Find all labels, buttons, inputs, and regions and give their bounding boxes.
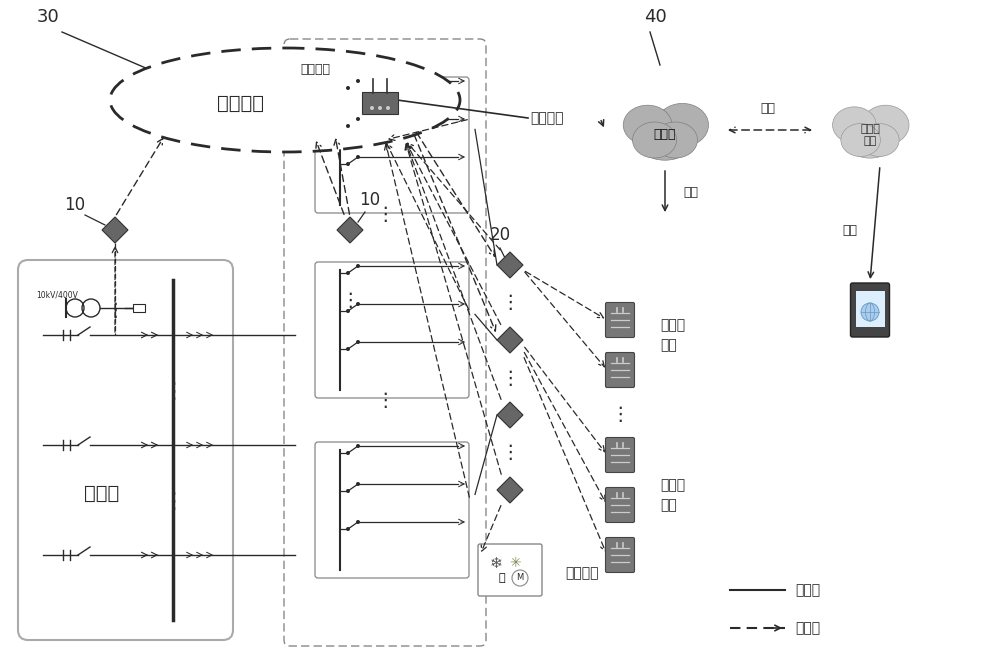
- Text: ⋮: ⋮: [500, 293, 520, 312]
- Circle shape: [386, 106, 390, 110]
- Ellipse shape: [833, 107, 876, 143]
- Polygon shape: [497, 252, 523, 278]
- Text: ⋮: ⋮: [375, 390, 395, 409]
- Bar: [133, 304, 145, 312]
- Ellipse shape: [653, 122, 697, 158]
- Text: 直流充
电椂: 直流充 电椂: [660, 318, 685, 352]
- Text: 数据流: 数据流: [795, 621, 820, 635]
- Text: 40: 40: [644, 8, 666, 26]
- Text: 10kV/400V: 10kV/400V: [36, 290, 78, 299]
- Polygon shape: [497, 402, 523, 428]
- Ellipse shape: [862, 105, 909, 145]
- FancyBboxPatch shape: [18, 260, 233, 640]
- Text: 20: 20: [489, 226, 511, 244]
- Ellipse shape: [841, 124, 880, 157]
- Polygon shape: [497, 327, 523, 353]
- Circle shape: [346, 451, 350, 455]
- FancyBboxPatch shape: [315, 77, 469, 213]
- Circle shape: [346, 271, 350, 275]
- Text: ❄: ❄: [490, 555, 502, 571]
- Text: 10: 10: [359, 191, 381, 209]
- Text: 数据管理: 数据管理: [530, 111, 564, 125]
- FancyBboxPatch shape: [478, 544, 542, 596]
- FancyBboxPatch shape: [606, 538, 635, 572]
- Circle shape: [356, 117, 360, 121]
- FancyBboxPatch shape: [606, 438, 635, 472]
- Circle shape: [356, 340, 360, 344]
- Ellipse shape: [633, 110, 697, 160]
- Text: 第三方
平台: 第三方 平台: [860, 124, 880, 146]
- Text: 10: 10: [64, 196, 86, 214]
- Circle shape: [370, 106, 374, 110]
- Bar: [856, 291, 885, 327]
- Circle shape: [512, 570, 528, 586]
- Text: 云平台: 云平台: [654, 128, 676, 141]
- Ellipse shape: [623, 105, 672, 145]
- Text: 配电笱：: 配电笱：: [300, 63, 330, 76]
- Polygon shape: [497, 477, 523, 503]
- Text: ⋮: ⋮: [105, 301, 125, 320]
- Ellipse shape: [656, 103, 708, 147]
- Text: 中间节点: 中间节点: [216, 94, 264, 113]
- FancyBboxPatch shape: [606, 487, 635, 523]
- Circle shape: [356, 302, 360, 306]
- Text: ⋮: ⋮: [375, 206, 395, 225]
- Circle shape: [356, 155, 360, 159]
- Text: 其他负载: 其他负载: [565, 566, 598, 580]
- Circle shape: [346, 347, 350, 351]
- Circle shape: [346, 86, 350, 90]
- Ellipse shape: [860, 124, 899, 157]
- Ellipse shape: [633, 122, 677, 158]
- Circle shape: [356, 264, 360, 268]
- Text: ⋮: ⋮: [162, 492, 184, 512]
- Text: ⋮: ⋮: [500, 369, 520, 388]
- FancyBboxPatch shape: [606, 352, 635, 388]
- Text: M: M: [516, 574, 524, 582]
- Polygon shape: [102, 217, 128, 243]
- Ellipse shape: [110, 48, 460, 152]
- Text: 互动: 互动: [760, 102, 775, 115]
- Text: 请求: 请求: [683, 185, 698, 198]
- Circle shape: [356, 520, 360, 524]
- Text: 能量流: 能量流: [795, 583, 820, 597]
- Circle shape: [356, 79, 360, 83]
- Circle shape: [346, 124, 350, 128]
- FancyBboxPatch shape: [315, 442, 469, 578]
- FancyBboxPatch shape: [362, 92, 398, 114]
- Text: 💡: 💡: [499, 573, 505, 583]
- Text: ✳: ✳: [509, 556, 521, 570]
- Text: 交流充
电椂: 交流充 电椂: [660, 478, 685, 512]
- FancyBboxPatch shape: [850, 283, 890, 337]
- Text: ⋮: ⋮: [340, 291, 360, 310]
- Polygon shape: [337, 217, 363, 243]
- Circle shape: [346, 309, 350, 313]
- Circle shape: [861, 303, 879, 321]
- Text: ⋮: ⋮: [162, 382, 184, 402]
- FancyBboxPatch shape: [606, 303, 635, 337]
- Text: ⋮: ⋮: [500, 443, 520, 462]
- Circle shape: [346, 527, 350, 531]
- Text: 变压器: 变压器: [84, 483, 120, 502]
- Circle shape: [356, 444, 360, 448]
- Text: ⋮: ⋮: [610, 405, 630, 424]
- Text: 服务: 服务: [842, 223, 858, 236]
- FancyBboxPatch shape: [315, 262, 469, 398]
- Circle shape: [346, 489, 350, 493]
- Circle shape: [356, 482, 360, 486]
- Circle shape: [378, 106, 382, 110]
- Ellipse shape: [841, 112, 899, 158]
- Text: 30: 30: [37, 8, 59, 26]
- Circle shape: [346, 162, 350, 166]
